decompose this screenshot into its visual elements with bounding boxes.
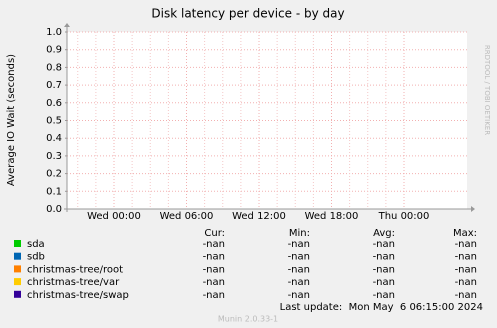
y-tick-label: 0.5 bbox=[46, 116, 62, 127]
y-axis-label: Average IO Wait (seconds) bbox=[6, 54, 17, 186]
last-update: Last update: Mon May 6 06:15:00 2024 bbox=[280, 302, 483, 313]
legend-column-header: Cur: bbox=[204, 228, 225, 239]
legend-stat: -nan bbox=[455, 264, 477, 275]
legend-stat: -nan bbox=[288, 239, 310, 250]
legend-label: christmas-tree/var bbox=[27, 277, 120, 288]
y-tick-label: 0.1 bbox=[46, 186, 62, 197]
y-tick-label: 1.0 bbox=[46, 27, 62, 38]
legend-stat: -nan bbox=[373, 264, 395, 275]
legend-stat: -nan bbox=[455, 252, 477, 263]
legend-stat: -nan bbox=[203, 277, 225, 288]
x-tick-label: Wed 00:00 bbox=[87, 211, 141, 222]
legend-swatch bbox=[14, 278, 21, 286]
legend-stat: -nan bbox=[288, 264, 310, 275]
legend-stat: -nan bbox=[455, 290, 477, 301]
legend-column-header: Min: bbox=[289, 228, 310, 239]
x-tick-label: Wed 06:00 bbox=[160, 211, 214, 222]
watermark: RRDTOOL / TOBI OETIKER bbox=[483, 45, 491, 135]
y-tick-label: 0.9 bbox=[46, 45, 62, 56]
y-tick-label: 0.3 bbox=[46, 151, 62, 162]
legend-label: sdb bbox=[27, 252, 45, 263]
y-tick-label: 0.0 bbox=[46, 204, 62, 215]
x-tick-label: Thu 00:00 bbox=[378, 211, 430, 222]
legend-stat: -nan bbox=[373, 277, 395, 288]
legend-label: sda bbox=[27, 239, 45, 250]
x-axis-arrow bbox=[471, 206, 475, 212]
chart-title: Disk latency per device - by day bbox=[151, 7, 344, 21]
x-tick-label: Wed 18:00 bbox=[305, 211, 359, 222]
legend-stat: -nan bbox=[203, 264, 225, 275]
legend-stat: -nan bbox=[288, 277, 310, 288]
legend-column-header: Max: bbox=[453, 228, 477, 239]
y-axis-arrow bbox=[64, 23, 70, 27]
legend-stat: -nan bbox=[203, 252, 225, 263]
y-tick-label: 0.8 bbox=[46, 62, 62, 73]
legend-stat: -nan bbox=[455, 277, 477, 288]
legend-stat: -nan bbox=[203, 290, 225, 301]
y-tick-label: 0.7 bbox=[46, 80, 62, 91]
legend-swatch bbox=[14, 252, 21, 260]
footer: Munin 2.0.33-1 bbox=[218, 315, 278, 324]
legend-stat: -nan bbox=[288, 290, 310, 301]
legend-stat: -nan bbox=[373, 252, 395, 263]
legend-label: christmas-tree/swap bbox=[27, 290, 129, 301]
legend-stat: -nan bbox=[373, 290, 395, 301]
legend-stat: -nan bbox=[203, 239, 225, 250]
y-tick-label: 0.6 bbox=[46, 98, 62, 109]
legend-column-header: Avg: bbox=[373, 228, 395, 239]
y-tick-label: 0.2 bbox=[46, 169, 62, 180]
legend-swatch bbox=[14, 265, 21, 273]
legend-swatch bbox=[14, 240, 21, 247]
y-tick-label: 0.4 bbox=[46, 133, 62, 144]
legend-stat: -nan bbox=[373, 239, 395, 250]
legend-stat: -nan bbox=[288, 252, 310, 263]
legend-stat: -nan bbox=[455, 239, 477, 250]
legend-label: christmas-tree/root bbox=[27, 264, 123, 275]
legend-swatch bbox=[14, 290, 21, 298]
x-tick-label: Wed 12:00 bbox=[232, 211, 286, 222]
